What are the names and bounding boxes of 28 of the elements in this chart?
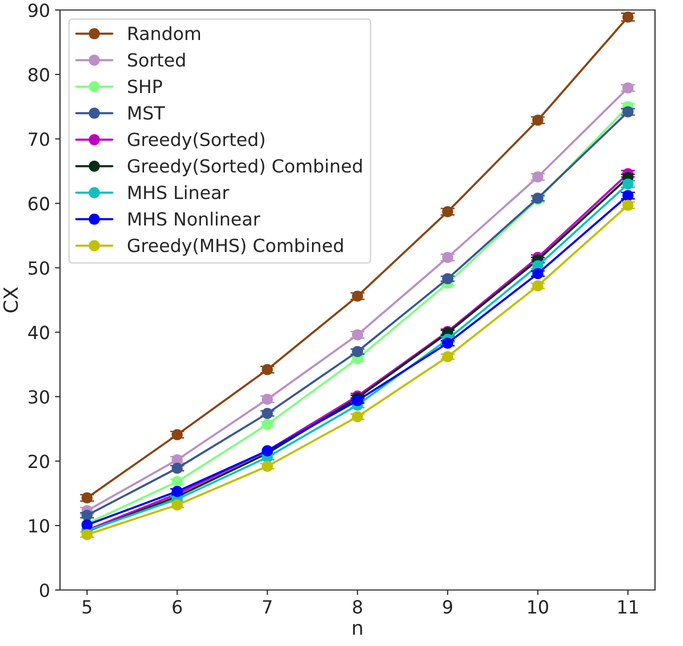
y-tick-label: 60 xyxy=(28,196,50,210)
x-tick-label: 9 xyxy=(443,600,452,614)
x-tick-label: 5 xyxy=(82,600,92,614)
x-axis-title: n xyxy=(353,624,362,635)
y-tick-label: 40 xyxy=(28,326,50,340)
x-tick-label: 6 xyxy=(172,600,182,614)
legend-label: MHS Linear xyxy=(128,185,230,200)
legend-label: Greedy(MHS) Combined xyxy=(128,238,343,256)
legend-label: MST xyxy=(128,106,165,120)
y-tick-label: 70 xyxy=(28,132,50,146)
y-tick-label: 10 xyxy=(29,519,50,533)
x-tick-label: 7 xyxy=(263,600,272,614)
x-tick-label: 8 xyxy=(352,600,362,614)
y-tick-label: 50 xyxy=(28,261,50,275)
x-tick-label: 11 xyxy=(618,600,638,614)
y-tick-label: 20 xyxy=(28,454,50,468)
y-tick-label: 30 xyxy=(28,390,50,404)
legend-label: MHS Nonlinear xyxy=(128,212,260,226)
legend-label: SHP xyxy=(128,80,162,94)
x-tick-label: 10 xyxy=(528,600,548,614)
y-axis-title: CX xyxy=(3,287,18,312)
y-tick-label: 90 xyxy=(28,3,50,18)
legend-label: Random xyxy=(128,26,200,40)
legend-label: Greedy(Sorted) Combined xyxy=(128,158,362,176)
legend-label: Greedy(Sorted) xyxy=(128,132,264,150)
y-tick-label: 80 xyxy=(28,68,50,82)
y-tick-label: 0 xyxy=(40,583,50,598)
legend-label: Sorted xyxy=(128,52,185,67)
